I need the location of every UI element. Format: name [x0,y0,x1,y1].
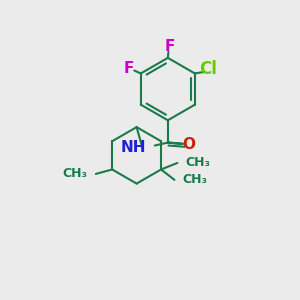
Text: O: O [182,137,195,152]
Text: CH₃: CH₃ [186,156,211,170]
Text: NH: NH [121,140,146,155]
Text: CH₃: CH₃ [183,173,208,186]
Text: F: F [123,61,134,76]
Text: F: F [164,39,175,54]
Text: Cl: Cl [199,60,217,78]
Text: CH₃: CH₃ [62,167,88,180]
